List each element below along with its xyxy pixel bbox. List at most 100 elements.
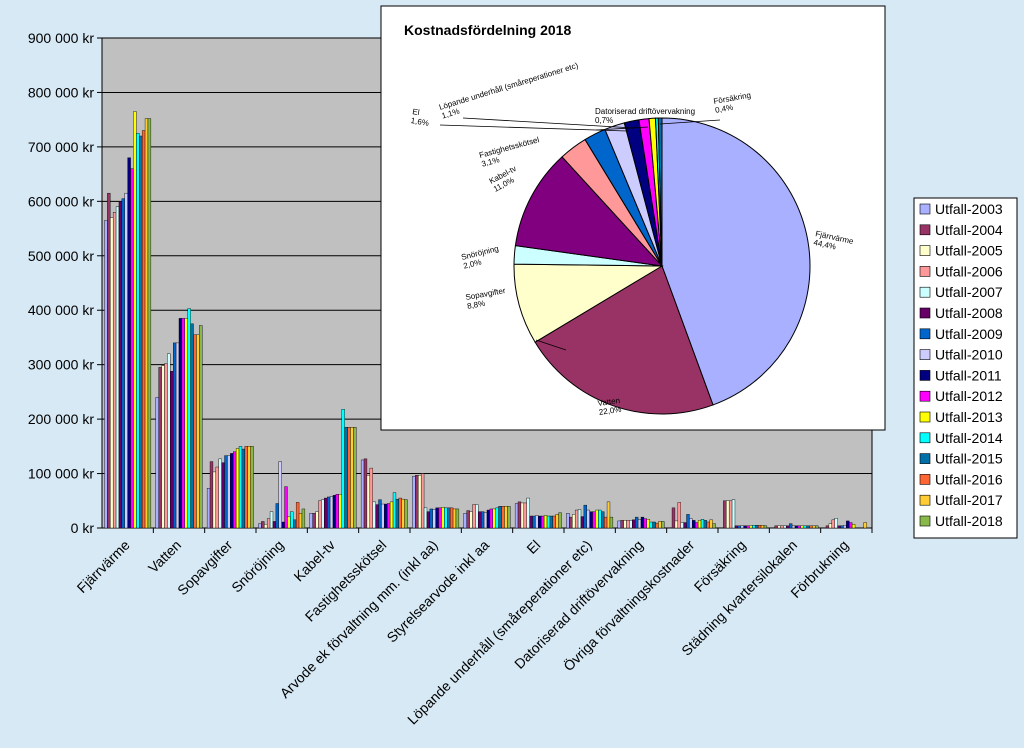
bar xyxy=(812,525,816,529)
bar xyxy=(264,523,268,529)
bar xyxy=(543,515,548,529)
pie-label-pct: 22,0% xyxy=(598,405,622,417)
bar xyxy=(426,511,431,529)
y-tick-label: 500 000 kr xyxy=(28,248,94,264)
bar xyxy=(363,458,368,529)
bar xyxy=(178,318,183,529)
pie-label-name: Datoriserad driftövervakning xyxy=(595,107,695,116)
bar xyxy=(284,486,288,529)
bar xyxy=(535,515,539,529)
bar xyxy=(181,318,185,529)
bar xyxy=(517,501,522,529)
pie-slice xyxy=(513,263,664,343)
bar xyxy=(432,509,436,529)
x-tick-label: Kabel-tv xyxy=(290,537,338,585)
bar xyxy=(789,523,793,529)
bar xyxy=(606,501,611,529)
bar xyxy=(164,363,168,529)
legend-swatch xyxy=(919,307,931,319)
bar xyxy=(640,516,645,529)
x-tick-label: Fjärrvärme xyxy=(74,537,133,596)
bar xyxy=(700,519,705,529)
legend-swatch xyxy=(919,390,931,402)
bar xyxy=(318,500,322,529)
bar xyxy=(731,499,736,529)
legend-label: Utfall-2012 xyxy=(935,388,1003,404)
bar xyxy=(635,516,639,529)
legend-swatch xyxy=(919,349,931,360)
y-tick-label: 300 000 kr xyxy=(28,357,94,373)
bar xyxy=(617,520,621,529)
bar xyxy=(187,308,191,529)
y-tick-label: 900 000 kr xyxy=(28,30,94,46)
bar xyxy=(609,516,614,529)
bar xyxy=(435,507,439,529)
bar xyxy=(595,509,599,529)
bar xyxy=(155,397,159,529)
bar xyxy=(293,519,297,529)
bar xyxy=(118,201,123,529)
legend-swatch xyxy=(919,474,931,485)
bar xyxy=(620,520,624,529)
bar xyxy=(350,427,354,529)
y-tick-label: 100 000 kr xyxy=(28,466,94,482)
pie-label-name: El xyxy=(412,107,421,117)
y-tick-label: 200 000 kr xyxy=(28,411,94,427)
bar xyxy=(452,508,457,529)
bars xyxy=(104,111,867,529)
bar xyxy=(170,371,174,529)
bar xyxy=(757,525,762,529)
bar xyxy=(671,507,676,529)
bar xyxy=(697,520,702,529)
bar xyxy=(398,497,402,529)
bar xyxy=(261,521,265,529)
bar xyxy=(444,507,448,529)
bar xyxy=(800,525,804,529)
bar xyxy=(726,500,730,529)
bar xyxy=(238,446,243,529)
legend-swatch xyxy=(919,286,931,298)
bar xyxy=(209,461,214,529)
bar xyxy=(632,519,636,529)
bar xyxy=(329,496,334,529)
bar xyxy=(586,509,590,529)
bar xyxy=(583,504,587,529)
legend-label: Utfall-2003 xyxy=(935,201,1003,217)
bar xyxy=(546,515,551,529)
bar xyxy=(692,520,696,529)
x-tick-label: Löpande underhåll (småreperationer etc) xyxy=(404,537,595,728)
bar xyxy=(215,466,219,529)
bar xyxy=(849,522,853,529)
pie-slice xyxy=(514,156,664,267)
bar xyxy=(235,448,240,529)
bar xyxy=(441,507,445,529)
bar xyxy=(360,459,365,529)
bar xyxy=(115,206,120,529)
bar xyxy=(353,427,357,529)
legend-label: Utfall-2015 xyxy=(935,451,1003,467)
bar xyxy=(420,473,425,529)
bar xyxy=(312,513,316,529)
y-axis-ticks: 900 000 kr 800 000 kr 700 000 kr 600 000 kr… xyxy=(28,30,102,536)
bar xyxy=(469,511,473,529)
bar xyxy=(301,508,306,529)
pie-leader-line xyxy=(535,339,567,351)
pie-label-pct: 2,0% xyxy=(462,258,482,271)
bar xyxy=(463,513,467,529)
bar xyxy=(475,504,479,529)
bar xyxy=(147,118,152,529)
bar xyxy=(295,502,300,529)
legend: Utfall-2003 Utfall-2004 Utfall-2005 Utfall-… xyxy=(913,197,1018,539)
bar xyxy=(372,501,376,529)
bar xyxy=(603,516,608,529)
bar xyxy=(486,509,491,529)
bar xyxy=(529,515,533,529)
legend-swatch xyxy=(919,370,931,381)
bar xyxy=(190,323,194,529)
bar xyxy=(655,522,659,529)
bar xyxy=(626,520,630,529)
pie-title: Kostnadsfördelning 2018 xyxy=(404,22,571,38)
bar xyxy=(749,525,753,529)
